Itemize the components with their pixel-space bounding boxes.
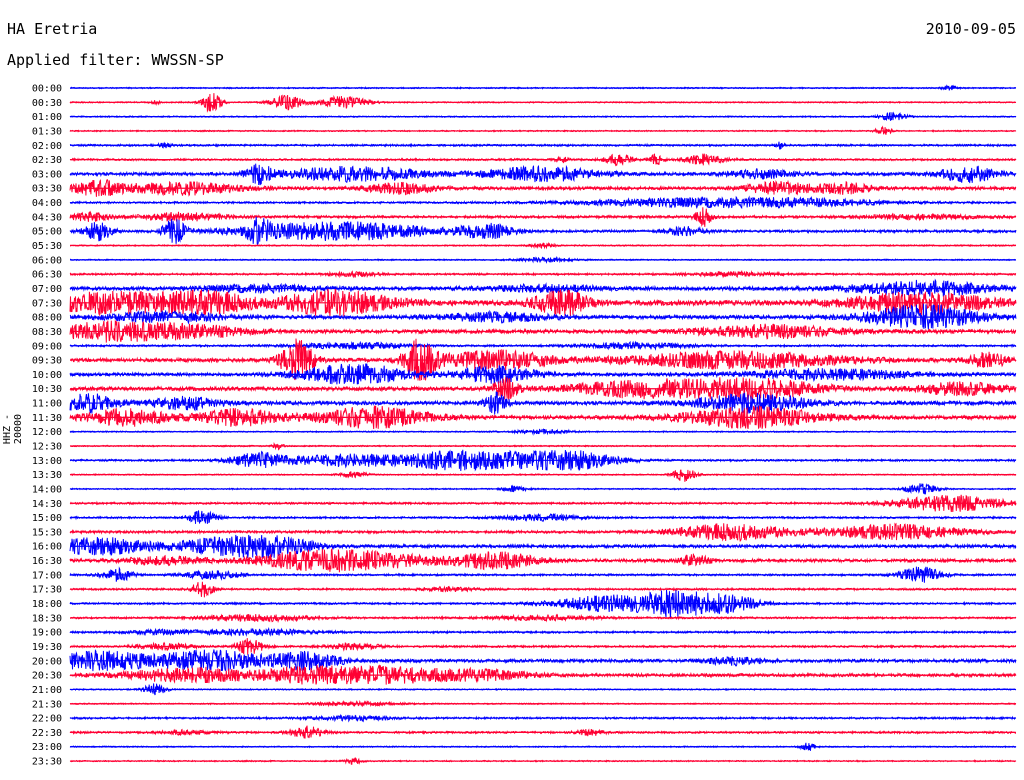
time-label: 08:30 <box>32 327 62 338</box>
time-label: 05:00 <box>32 227 62 238</box>
trace-line <box>69 664 1017 685</box>
time-label: 08:00 <box>32 313 62 324</box>
time-label: 11:30 <box>32 413 62 424</box>
time-label: 03:00 <box>32 169 62 180</box>
time-label: 02:00 <box>32 141 62 152</box>
time-label: 15:00 <box>32 513 62 524</box>
time-label: 18:30 <box>32 613 62 624</box>
time-label: 03:30 <box>32 184 62 195</box>
time-label: 16:30 <box>32 556 62 567</box>
time-label: 17:00 <box>32 570 62 581</box>
time-label: 09:30 <box>32 356 62 367</box>
time-label: 18:00 <box>32 599 62 610</box>
time-label: 10:00 <box>32 370 62 381</box>
time-label: 07:00 <box>32 284 62 295</box>
time-label: 06:30 <box>32 270 62 281</box>
time-label: 23:00 <box>32 742 62 753</box>
trace-line <box>69 216 1017 245</box>
time-label: 01:00 <box>32 112 62 123</box>
time-label: 06:00 <box>32 255 62 266</box>
time-label: 07:30 <box>32 298 62 309</box>
time-label: 21:30 <box>32 699 62 710</box>
time-label: 02:30 <box>32 155 62 166</box>
time-label: 04:00 <box>32 198 62 209</box>
time-label: 23:30 <box>32 757 62 768</box>
time-label: 10:30 <box>32 384 62 395</box>
time-label: 20:00 <box>32 656 62 667</box>
time-label: 05:30 <box>32 241 62 252</box>
filter-label: Applied filter: WWSSN-SP <box>7 51 224 69</box>
time-label: 12:00 <box>32 427 62 438</box>
time-label: 19:30 <box>32 642 62 653</box>
time-label: 22:30 <box>32 728 62 739</box>
time-label: 14:00 <box>32 484 62 495</box>
time-label: 01:30 <box>32 126 62 137</box>
time-label: 19:00 <box>32 628 62 639</box>
time-label: 15:30 <box>32 527 62 538</box>
time-label: 21:00 <box>32 685 62 696</box>
time-label: 04:30 <box>32 212 62 223</box>
trace-line <box>69 469 1017 482</box>
time-label: 11:00 <box>32 399 62 410</box>
time-label: 00:00 <box>32 84 62 95</box>
time-label: 00:30 <box>32 98 62 109</box>
time-label: 12:30 <box>32 442 62 453</box>
time-label: 13:00 <box>32 456 62 467</box>
station-title: HA Eretria <box>7 20 98 38</box>
time-label: 13:30 <box>32 470 62 481</box>
time-label: 20:30 <box>32 671 62 682</box>
time-label: 22:00 <box>32 714 62 725</box>
time-label: 14:30 <box>32 499 62 510</box>
date-label: 2010-09-05 <box>925 20 1016 38</box>
time-label: 09:00 <box>32 341 62 352</box>
time-label: 17:30 <box>32 585 62 596</box>
time-label: 16:00 <box>32 542 62 553</box>
